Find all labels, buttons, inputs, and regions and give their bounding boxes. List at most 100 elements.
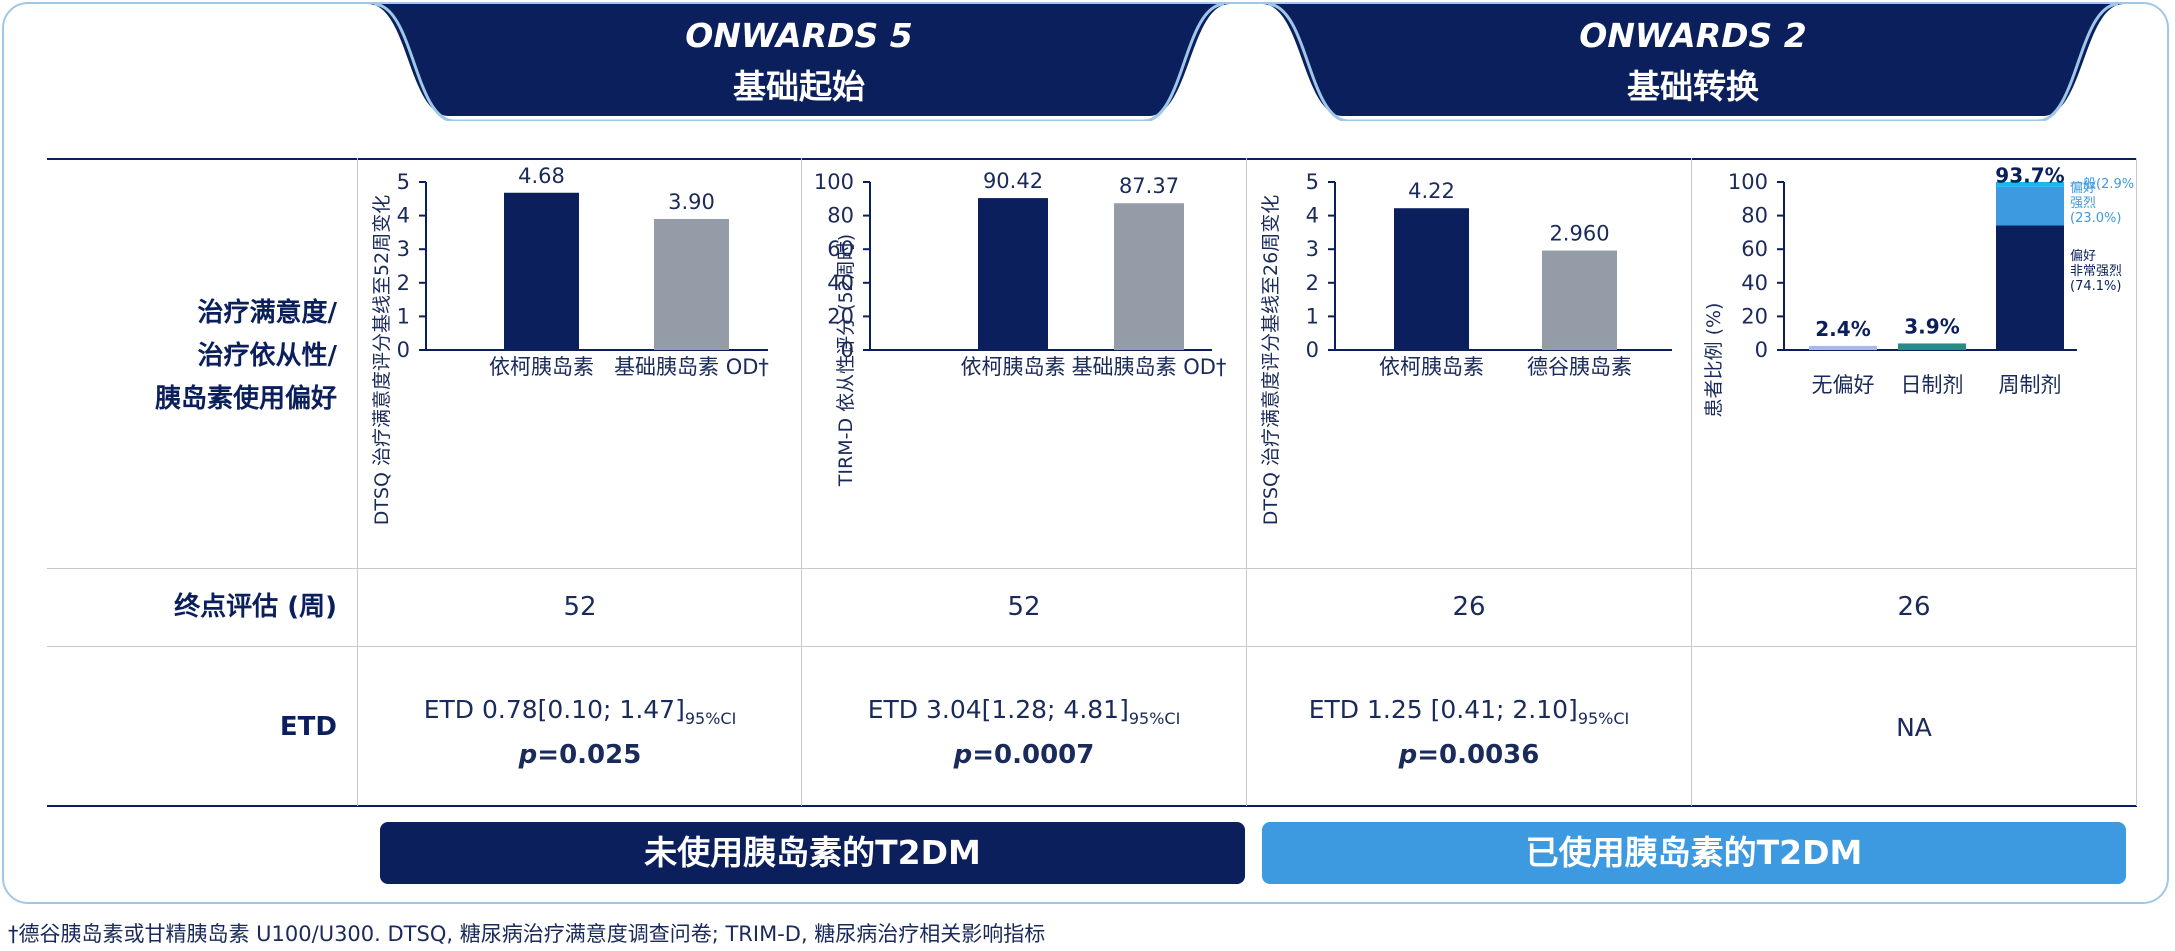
y-tick-label: 5 [1306, 170, 1319, 194]
tab-shape [368, 4, 1230, 121]
bar [978, 198, 1048, 350]
chart-trimd-onwards5: 0 20 40 60 80 100 TIRM-D 依从性评分 (52周时) 90.42 依柯胰岛… [814, 169, 1227, 487]
endpoint-cell: 26 [1897, 592, 1931, 622]
etd-value: ETD 0.78[0.10; 1.47] [423, 695, 685, 724]
y-tick-label: 40 [827, 271, 854, 295]
bar [504, 192, 579, 350]
data-label: 2.4% [1815, 317, 1870, 341]
y-tick-label: 4 [1306, 204, 1319, 228]
row-divider [47, 646, 2137, 647]
outer-frame [2, 2, 2169, 904]
segment-label: (74.1%) [2070, 279, 2121, 294]
y-axis-label: DTSQ 治疗满意度评分基线至52周变化 [371, 195, 393, 525]
y-tick-label: 3 [397, 237, 410, 261]
etd-value: ETD 1.25 [0.41; 2.10] [1308, 695, 1578, 724]
y-tick-label: 0 [1755, 338, 1768, 362]
ci-label: 95%CI [684, 709, 737, 728]
stack-segment [1996, 186, 2064, 226]
y-tick-label: 2 [1306, 271, 1319, 295]
y-axis-label: 患者比例 (%) [1703, 303, 1725, 418]
y-tick-label: 4 [397, 204, 410, 228]
banner-insulin-experienced: 已使用胰岛素的T2DM [1262, 822, 2126, 884]
column-divider [1691, 158, 1692, 806]
column-divider [2136, 158, 2137, 806]
study-tab-onwards5: ONWARDS 5 基础起始 [368, 4, 1230, 121]
ci-label: 95%CI [1128, 709, 1181, 728]
y-tick-label: 1 [1306, 304, 1319, 328]
table-bottom-rule [47, 805, 2137, 807]
x-tick-label: 基础胰岛素 OD† [614, 355, 769, 379]
bar [1114, 203, 1184, 350]
etd-value: NA [1896, 713, 1932, 742]
bar [654, 218, 729, 350]
study-subtitle: 基础起始 [733, 67, 865, 106]
endpoint-cell: 26 [1452, 592, 1486, 622]
bar [1809, 345, 1877, 350]
x-tick-label: 依柯胰岛素 [489, 355, 594, 379]
segment-label: (23.0%) [2070, 211, 2121, 226]
p-symbol: p [1398, 740, 1418, 770]
study-subtitle: 基础转换 [1627, 67, 1759, 106]
y-tick-label: 40 [1741, 271, 1768, 295]
y-tick-label: 20 [827, 304, 854, 328]
segment-label: 一般(2.9%) [2070, 176, 2135, 192]
y-tick-label: 100 [1728, 170, 1768, 194]
etd-value: ETD 3.04[1.28; 4.81] [867, 695, 1129, 724]
y-tick-label: 0 [1306, 338, 1319, 362]
data-label: 2.960 [1549, 222, 1609, 246]
x-tick-label: 无偏好 [1812, 373, 1875, 397]
x-tick-label: 德谷胰岛素 [1527, 355, 1632, 379]
study-name: ONWARDS 5 [685, 16, 913, 55]
segment-label: 非常强烈 [2070, 264, 2122, 279]
data-label: 4.22 [1408, 179, 1455, 203]
column-divider [1246, 158, 1247, 806]
p-value: =0.0036 [1417, 740, 1540, 770]
data-label: 4.68 [518, 164, 565, 188]
y-tick-label: 80 [1741, 204, 1768, 228]
segment-label: 偏好 [2070, 181, 2096, 196]
y-axis-label: DTSQ 治疗满意度评分基线至26周变化 [1260, 195, 1282, 525]
etd-cell: NA [1692, 710, 2136, 746]
endpoint-row-label: 终点评估 (周) [174, 592, 337, 622]
segment-label: 强烈 [2070, 196, 2096, 211]
etd-cell: ETD 1.25 [0.41; 2.10]95%CI p=0.0036 [1247, 692, 1691, 773]
y-tick-label: 1 [397, 304, 410, 328]
etd-row-label: ETD [279, 712, 337, 742]
stack-segment [1996, 225, 2064, 350]
table-top-rule [47, 158, 2137, 160]
segment-label: 偏好 [2070, 249, 2096, 264]
p-value: =0.0007 [972, 740, 1095, 770]
bar [1542, 250, 1617, 350]
data-label: 87.37 [1119, 174, 1179, 198]
y-tick-label: 100 [814, 170, 854, 194]
data-label: 93.7% [1995, 164, 2064, 188]
banner-insulin-naive: 未使用胰岛素的T2DM [380, 822, 1245, 884]
column-divider [801, 158, 802, 806]
p-symbol: p [518, 740, 538, 770]
tab-shape [1262, 4, 2124, 121]
p-symbol: p [953, 740, 973, 770]
x-tick-label: 依柯胰岛素 [961, 355, 1066, 379]
etd-cell: ETD 3.04[1.28; 4.81]95%CI p=0.0007 [802, 692, 1246, 773]
y-tick-label: 0 [841, 338, 854, 362]
data-label: 3.9% [1904, 314, 1959, 338]
bar [1394, 208, 1469, 350]
x-tick-label: 依柯胰岛素 [1379, 355, 1484, 379]
ci-label: 95%CI [1577, 709, 1630, 728]
y-tick-label: 0 [397, 338, 410, 362]
bar [1898, 343, 1966, 350]
x-tick-label: 周制剂 [1999, 373, 2062, 397]
x-tick-label: 日制剂 [1901, 373, 1964, 397]
chart-dtsq-onwards2: 0 1 2 3 4 5 DTSQ 治疗满意度评分基线至26周变化 4.22 依柯胰岛素 2.960… [1260, 170, 1672, 525]
chart-preference-onwards2: 0 20 40 60 80 100 患者比例 (%) 2.4% 无偏好 3.9% 日制剂 偏好非常强烈… [1703, 164, 2135, 418]
study-name: ONWARDS 2 [1579, 16, 1807, 55]
y-tick-label: 5 [397, 170, 410, 194]
y-tick-label: 3 [1306, 237, 1319, 261]
data-label: 3.90 [668, 190, 715, 214]
data-label: 90.42 [983, 169, 1043, 193]
y-tick-label: 60 [1741, 237, 1768, 261]
p-value: =0.025 [537, 740, 642, 770]
footnote: †德谷胰岛素或甘精胰岛素 U100/U300. DTSQ, 糖尿病治疗满意度调查… [8, 922, 1046, 946]
y-tick-label: 2 [397, 271, 410, 295]
